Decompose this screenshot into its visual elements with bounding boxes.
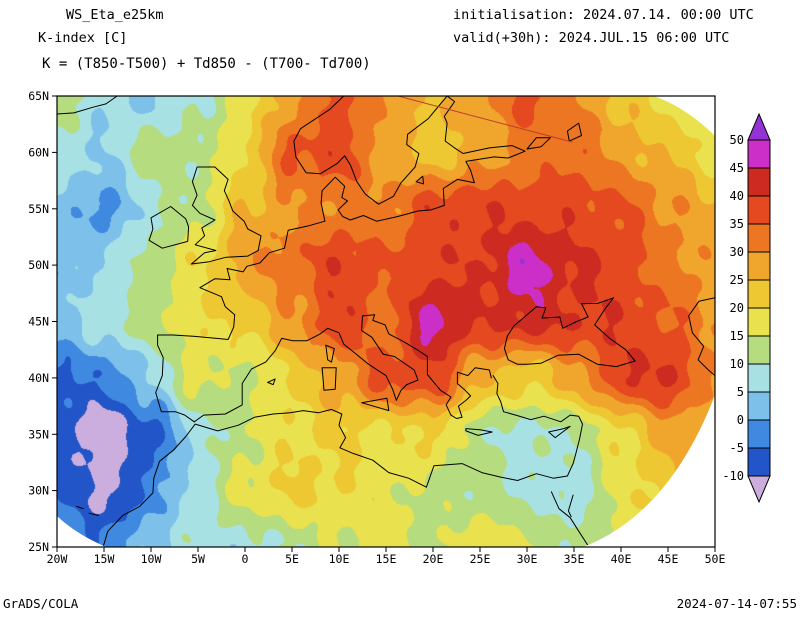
x-tick-label: 15E [376, 552, 397, 566]
field-formula: K = (T850-T500) + Td850 - (T700- Td700) [42, 56, 371, 72]
x-tick-label: 20E [423, 552, 444, 566]
colorbar-cell [747, 391, 771, 421]
x-tick-label: 10W [141, 552, 162, 566]
y-tick-label: 65N [28, 89, 49, 103]
colorbar-cell [747, 419, 771, 449]
colorbar-label: 10 [730, 357, 744, 371]
x-tick-label: 10E [329, 552, 350, 566]
y-tick-label: 60N [28, 145, 49, 159]
y-tick-label: 40N [28, 371, 49, 385]
y-tick-label: 55N [28, 202, 49, 216]
colorbar-label: -5 [730, 441, 744, 455]
colorbar-cell [747, 363, 771, 393]
x-tick-label: 30E [517, 552, 538, 566]
colorbar-cell [747, 139, 771, 169]
x-tick-label: 40E [611, 552, 632, 566]
x-tick-label: 35E [564, 552, 585, 566]
colorbar-arrow-bottom [747, 475, 771, 504]
x-tick-label: 45E [658, 552, 679, 566]
colorbar-label: 20 [730, 301, 744, 315]
field-name: K-index [C] [38, 30, 128, 46]
colorbar-cell [747, 279, 771, 309]
field-canvas [57, 96, 715, 547]
y-tick-label: 45N [28, 315, 49, 329]
y-tick-label: 25N [28, 540, 49, 554]
model-name: WS_Eta_e25km [66, 7, 164, 23]
colorbar-cell [747, 167, 771, 197]
colorbar-cell [747, 447, 771, 477]
init-time-label: initialisation: 2024.07.14. 00:00 UTC [453, 7, 754, 23]
colorbar-label: -10 [722, 469, 744, 483]
y-tick-label: 50N [28, 258, 49, 272]
x-tick-label: 20W [47, 552, 68, 566]
colorbar-cell [747, 195, 771, 225]
x-tick-label: 5E [285, 552, 299, 566]
y-tick-label: 30N [28, 484, 49, 498]
colorbar [747, 112, 771, 504]
colorbar-label: 30 [730, 245, 744, 259]
y-tick-label: 35N [28, 427, 49, 441]
x-tick-label: 0 [242, 552, 249, 566]
x-tick-label: 5W [191, 552, 205, 566]
colorbar-arrow-top [747, 112, 771, 141]
colorbar-cell [747, 251, 771, 281]
valid-time-label: valid(+30h): 2024.JUL.15 06:00 UTC [453, 30, 730, 46]
colorbar-label: 15 [730, 329, 744, 343]
x-tick-label: 25E [470, 552, 491, 566]
colorbar-label: 45 [730, 161, 744, 175]
colorbar-label: 50 [730, 133, 744, 147]
grads-credit: GrADS/COLA [3, 596, 79, 611]
creation-timestamp: 2024-07-14-07:55 [676, 596, 797, 611]
colorbar-label: 25 [730, 273, 744, 287]
colorbar-cell [747, 335, 771, 365]
x-tick-label: 50E [705, 552, 726, 566]
x-tick-label: 15W [94, 552, 115, 566]
colorbar-label: 0 [737, 413, 744, 427]
colorbar-label: 40 [730, 189, 744, 203]
colorbar-label: 35 [730, 217, 744, 231]
colorbar-cell [747, 223, 771, 253]
colorbar-label: 5 [737, 385, 744, 399]
colorbar-cell [747, 307, 771, 337]
